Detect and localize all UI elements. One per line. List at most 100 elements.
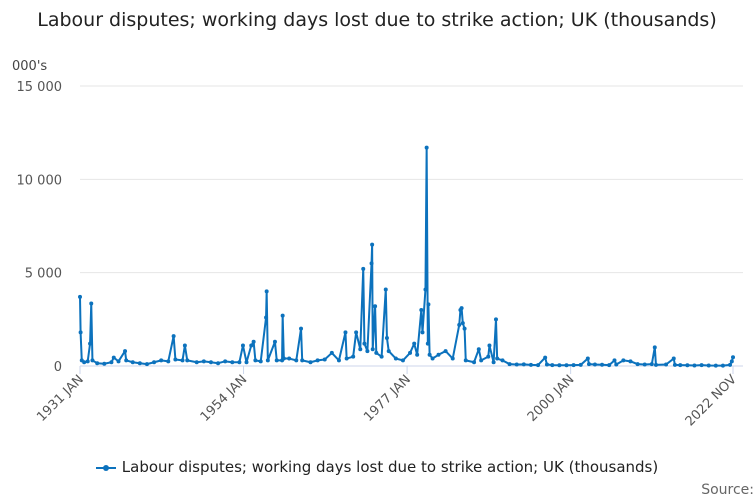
- data-point: [294, 358, 299, 363]
- data-point: [111, 355, 116, 360]
- data-point: [230, 360, 235, 365]
- data-point: [365, 349, 370, 354]
- data-point: [329, 350, 334, 355]
- data-point: [362, 341, 367, 346]
- data-point: [585, 356, 590, 361]
- data-point: [614, 362, 619, 367]
- data-point: [208, 360, 213, 365]
- data-point: [450, 356, 455, 361]
- data-point: [678, 363, 683, 368]
- data-point: [370, 242, 375, 247]
- data-point: [493, 317, 498, 322]
- data-point: [430, 356, 435, 361]
- legend-symbol: [95, 464, 116, 471]
- data-point: [240, 343, 245, 348]
- data-point: [144, 362, 149, 367]
- data-point: [95, 361, 100, 366]
- x-tick-label: 2000 JAN: [525, 372, 578, 425]
- data-point: [463, 358, 468, 363]
- data-point: [299, 326, 304, 331]
- data-point: [495, 356, 500, 361]
- data-point: [544, 362, 549, 367]
- data-point: [706, 363, 711, 368]
- x-tick-label: 1977 JAN: [361, 372, 414, 425]
- data-point: [692, 363, 697, 368]
- data-point: [671, 356, 676, 361]
- data-point: [384, 336, 389, 340]
- data-point: [564, 363, 569, 368]
- data-point: [137, 361, 142, 366]
- series-line: [79, 146, 734, 367]
- data-point: [90, 358, 95, 363]
- data-point: [82, 360, 87, 365]
- data-point: [459, 306, 464, 311]
- data-point: [343, 330, 348, 335]
- data-point: [420, 330, 425, 335]
- data-point: [336, 358, 341, 363]
- data-point: [457, 322, 462, 327]
- source-label: Source:: [701, 482, 754, 498]
- data-point: [159, 358, 164, 363]
- data-point: [436, 352, 441, 357]
- data-point: [653, 362, 658, 367]
- data-point: [300, 358, 305, 363]
- data-point: [274, 358, 279, 363]
- data-point: [642, 362, 647, 367]
- data-point: [386, 349, 391, 354]
- data-point: [528, 362, 533, 367]
- data-point: [728, 362, 733, 367]
- data-point: [731, 355, 735, 360]
- data-point: [621, 358, 626, 363]
- data-point: [408, 350, 413, 355]
- data-point: [370, 347, 375, 352]
- data-point: [400, 358, 405, 363]
- data-point: [713, 363, 718, 368]
- data-point: [369, 261, 374, 266]
- data-point: [109, 360, 114, 365]
- data-point: [543, 355, 548, 360]
- data-point: [182, 343, 187, 348]
- data-point: [491, 360, 496, 365]
- data-point: [88, 341, 93, 346]
- data-point: [89, 301, 94, 306]
- data-point: [354, 330, 359, 335]
- data-point: [443, 349, 448, 354]
- data-point: [287, 356, 292, 361]
- data-point: [351, 354, 356, 359]
- data-point: [476, 347, 481, 352]
- data-point: [419, 308, 424, 312]
- data-point: [264, 289, 269, 294]
- data-point: [460, 321, 465, 326]
- data-point: [472, 360, 477, 365]
- data-point: [78, 294, 82, 299]
- data-point: [479, 358, 484, 363]
- data-point: [249, 343, 254, 348]
- legend[interactable]: Labour disputes; working days lost due t…: [0, 458, 754, 476]
- data-point: [607, 363, 612, 368]
- data-point: [664, 362, 669, 367]
- data-point: [685, 363, 690, 368]
- data-point: [223, 359, 228, 364]
- data-point: [383, 287, 388, 292]
- data-point: [612, 358, 617, 363]
- data-point: [361, 266, 366, 271]
- data-point: [280, 313, 285, 318]
- data-point: [592, 362, 597, 367]
- data-point: [587, 362, 592, 367]
- data-point: [425, 341, 430, 346]
- data-point: [536, 363, 541, 368]
- data-point: [635, 362, 640, 367]
- data-point: [379, 354, 384, 359]
- data-point: [672, 362, 677, 367]
- data-point: [729, 359, 734, 364]
- data-point: [166, 359, 171, 364]
- y-tick-label: 10 000: [17, 173, 63, 188]
- data-point: [244, 360, 249, 365]
- data-point: [185, 358, 190, 363]
- data-point: [78, 330, 83, 335]
- data-point: [462, 326, 467, 331]
- y-axis-label: 000's: [12, 59, 47, 74]
- y-tick-label: 5 000: [25, 267, 62, 282]
- x-tick-label: 2022 NOV: [683, 372, 740, 429]
- data-point: [415, 352, 420, 357]
